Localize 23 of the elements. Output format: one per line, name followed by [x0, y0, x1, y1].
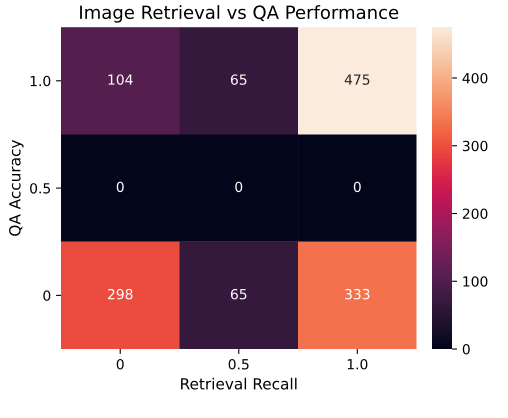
color-bar-label: 0	[462, 344, 470, 355]
y-axis-title: QA Accuracy	[9, 140, 24, 236]
y-tick-label: 0	[43, 290, 50, 301]
color-bar-label: 100	[463, 276, 488, 287]
x-tick-label: 0.5	[228, 358, 249, 370]
x-tick-label: 0	[116, 358, 124, 370]
data-label: 0	[235, 182, 242, 192]
data-label: 65	[230, 74, 246, 85]
color-bar-label: 200	[462, 208, 488, 219]
data-label: 104	[108, 74, 133, 85]
data-label: 298	[108, 288, 133, 300]
data-label: 0	[354, 182, 361, 192]
x-tick-label: 1.0	[348, 358, 368, 370]
y-tick-label: 0.5	[30, 183, 50, 194]
data-label: 65	[230, 288, 246, 300]
color-bar-label: 300	[462, 140, 488, 152]
data-label: 333	[345, 288, 370, 300]
x-axis-title: Retrieval Recall	[181, 378, 296, 390]
data-label: 475	[344, 74, 370, 85]
color-bar-label: 400	[462, 72, 488, 84]
y-tick-label: 1.0	[30, 76, 50, 86]
chart-title: Image Retrieval vs QA Performance	[80, 5, 398, 23]
data-label: 0	[116, 182, 124, 192]
